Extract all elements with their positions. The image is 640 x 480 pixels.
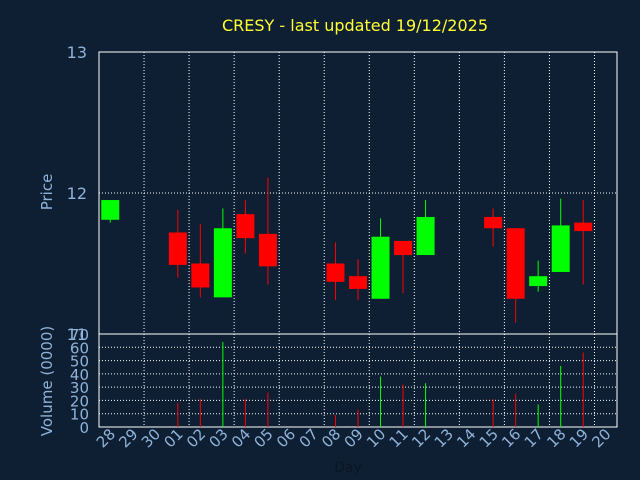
volume-tick-label: 70	[70, 326, 89, 344]
price-tick-label: 12	[67, 184, 87, 203]
candle-body	[168, 232, 187, 265]
candle-body	[349, 276, 367, 289]
candle-body	[394, 240, 413, 256]
volume-tick-label: 50	[70, 353, 89, 371]
candle-body	[213, 228, 232, 298]
candle-body	[551, 225, 570, 272]
price-tick-label: 13	[67, 43, 87, 62]
price-panel: 13 12 11	[67, 43, 618, 344]
candle-body	[506, 228, 525, 299]
price-axis-label: Price	[38, 174, 56, 211]
volume-axis-label: Volume (0000)	[38, 326, 56, 436]
candle-body	[416, 216, 435, 256]
candle-body	[326, 263, 345, 282]
volume-tick-label: 30	[70, 379, 89, 397]
chart-title: CRESY - last updated 19/12/2025	[222, 16, 488, 35]
candle-body	[371, 236, 390, 299]
candle-body	[258, 233, 277, 267]
candle-body	[191, 263, 210, 288]
candle-body	[101, 200, 120, 220]
volume-tick-label: 60	[70, 339, 89, 357]
candle-body	[236, 214, 255, 239]
candle-body	[574, 222, 593, 232]
x-axis-label: Day	[334, 460, 362, 476]
volume-tick-label: 20	[70, 392, 89, 410]
candle-body	[484, 216, 503, 229]
price-tick-label: 11	[67, 325, 87, 344]
volume-tick-label: 10	[70, 406, 89, 424]
x-axis: 2829300102030405060708091011121314151617…	[93, 425, 615, 451]
candle-body	[529, 276, 548, 287]
volume-tick-label: 0	[79, 419, 89, 437]
x-tick-label: 20	[588, 425, 614, 451]
volume-tick-label: 40	[70, 366, 89, 384]
